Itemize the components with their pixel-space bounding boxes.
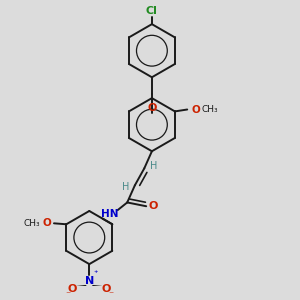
Text: CH₃: CH₃	[201, 105, 218, 114]
Text: O: O	[147, 103, 157, 112]
Text: Cl: Cl	[146, 6, 158, 16]
Text: H: H	[150, 161, 158, 171]
Text: O: O	[148, 201, 158, 211]
Text: ⁻: ⁻	[65, 290, 70, 300]
Text: N: N	[85, 276, 94, 286]
Text: O: O	[102, 284, 111, 294]
Text: HN: HN	[101, 209, 119, 219]
Text: O: O	[191, 104, 200, 115]
Text: H: H	[122, 182, 129, 192]
Text: ⁻: ⁻	[109, 290, 114, 300]
Text: CH₃: CH₃	[23, 219, 40, 228]
Text: O: O	[42, 218, 51, 228]
Text: ⁺: ⁺	[94, 269, 98, 278]
Text: O: O	[68, 284, 77, 294]
